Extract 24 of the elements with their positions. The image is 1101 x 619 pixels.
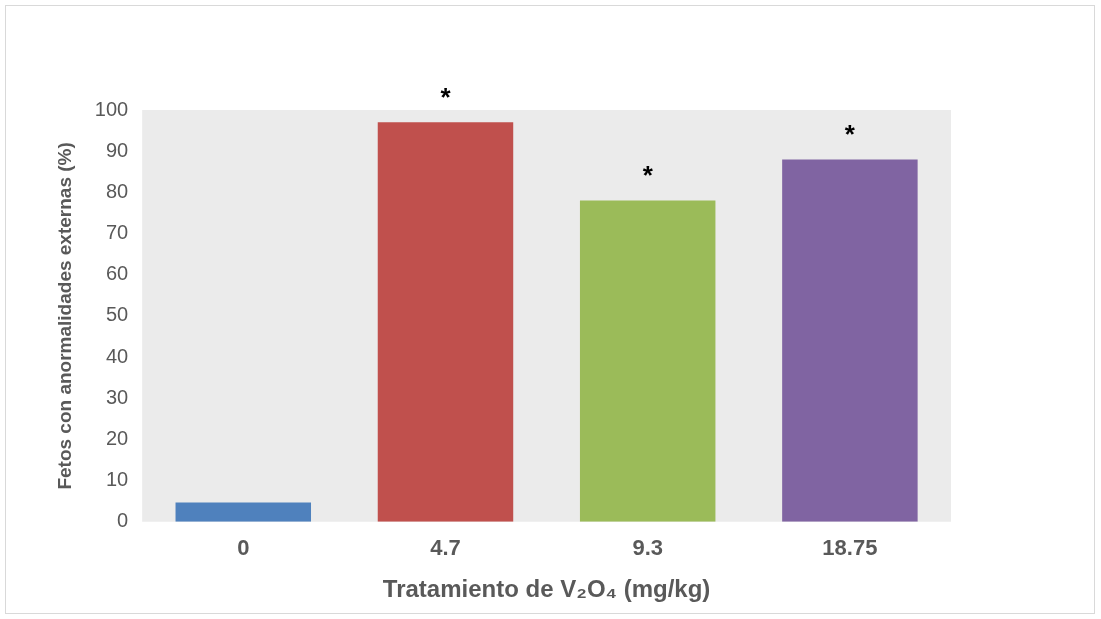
annotation: *	[440, 81, 452, 112]
y-tick-label: 0	[117, 509, 129, 532]
x-tick-label: 9.3	[632, 535, 663, 561]
y-tick-label: 50	[105, 303, 129, 326]
annotation: *	[642, 159, 654, 190]
x-tick-label: 18.75	[822, 535, 878, 561]
x-tick-label: 4.7	[430, 535, 461, 561]
bar	[579, 200, 716, 522]
y-tick-label: 90	[105, 138, 129, 161]
y-tick-label: 30	[105, 385, 129, 408]
bar	[377, 122, 514, 522]
y-tick-label: 40	[105, 344, 129, 367]
y-tick-label: 10	[105, 468, 129, 491]
y-tick-label: 20	[105, 426, 129, 449]
x-axis-title: Tratamiento de V₂O₄ (mg/kg)	[382, 575, 711, 603]
y-tick-label: 80	[105, 179, 129, 202]
y-tick-label: 100	[94, 97, 129, 120]
bar	[175, 502, 312, 522]
y-axis-title: Fetos con anormalidades externas (%)	[53, 142, 75, 490]
x-tick-label: 0	[237, 535, 250, 561]
y-tick-label: 70	[105, 221, 129, 244]
y-tick-label: 60	[105, 262, 129, 285]
bar	[782, 159, 918, 522]
annotation: *	[844, 118, 856, 149]
